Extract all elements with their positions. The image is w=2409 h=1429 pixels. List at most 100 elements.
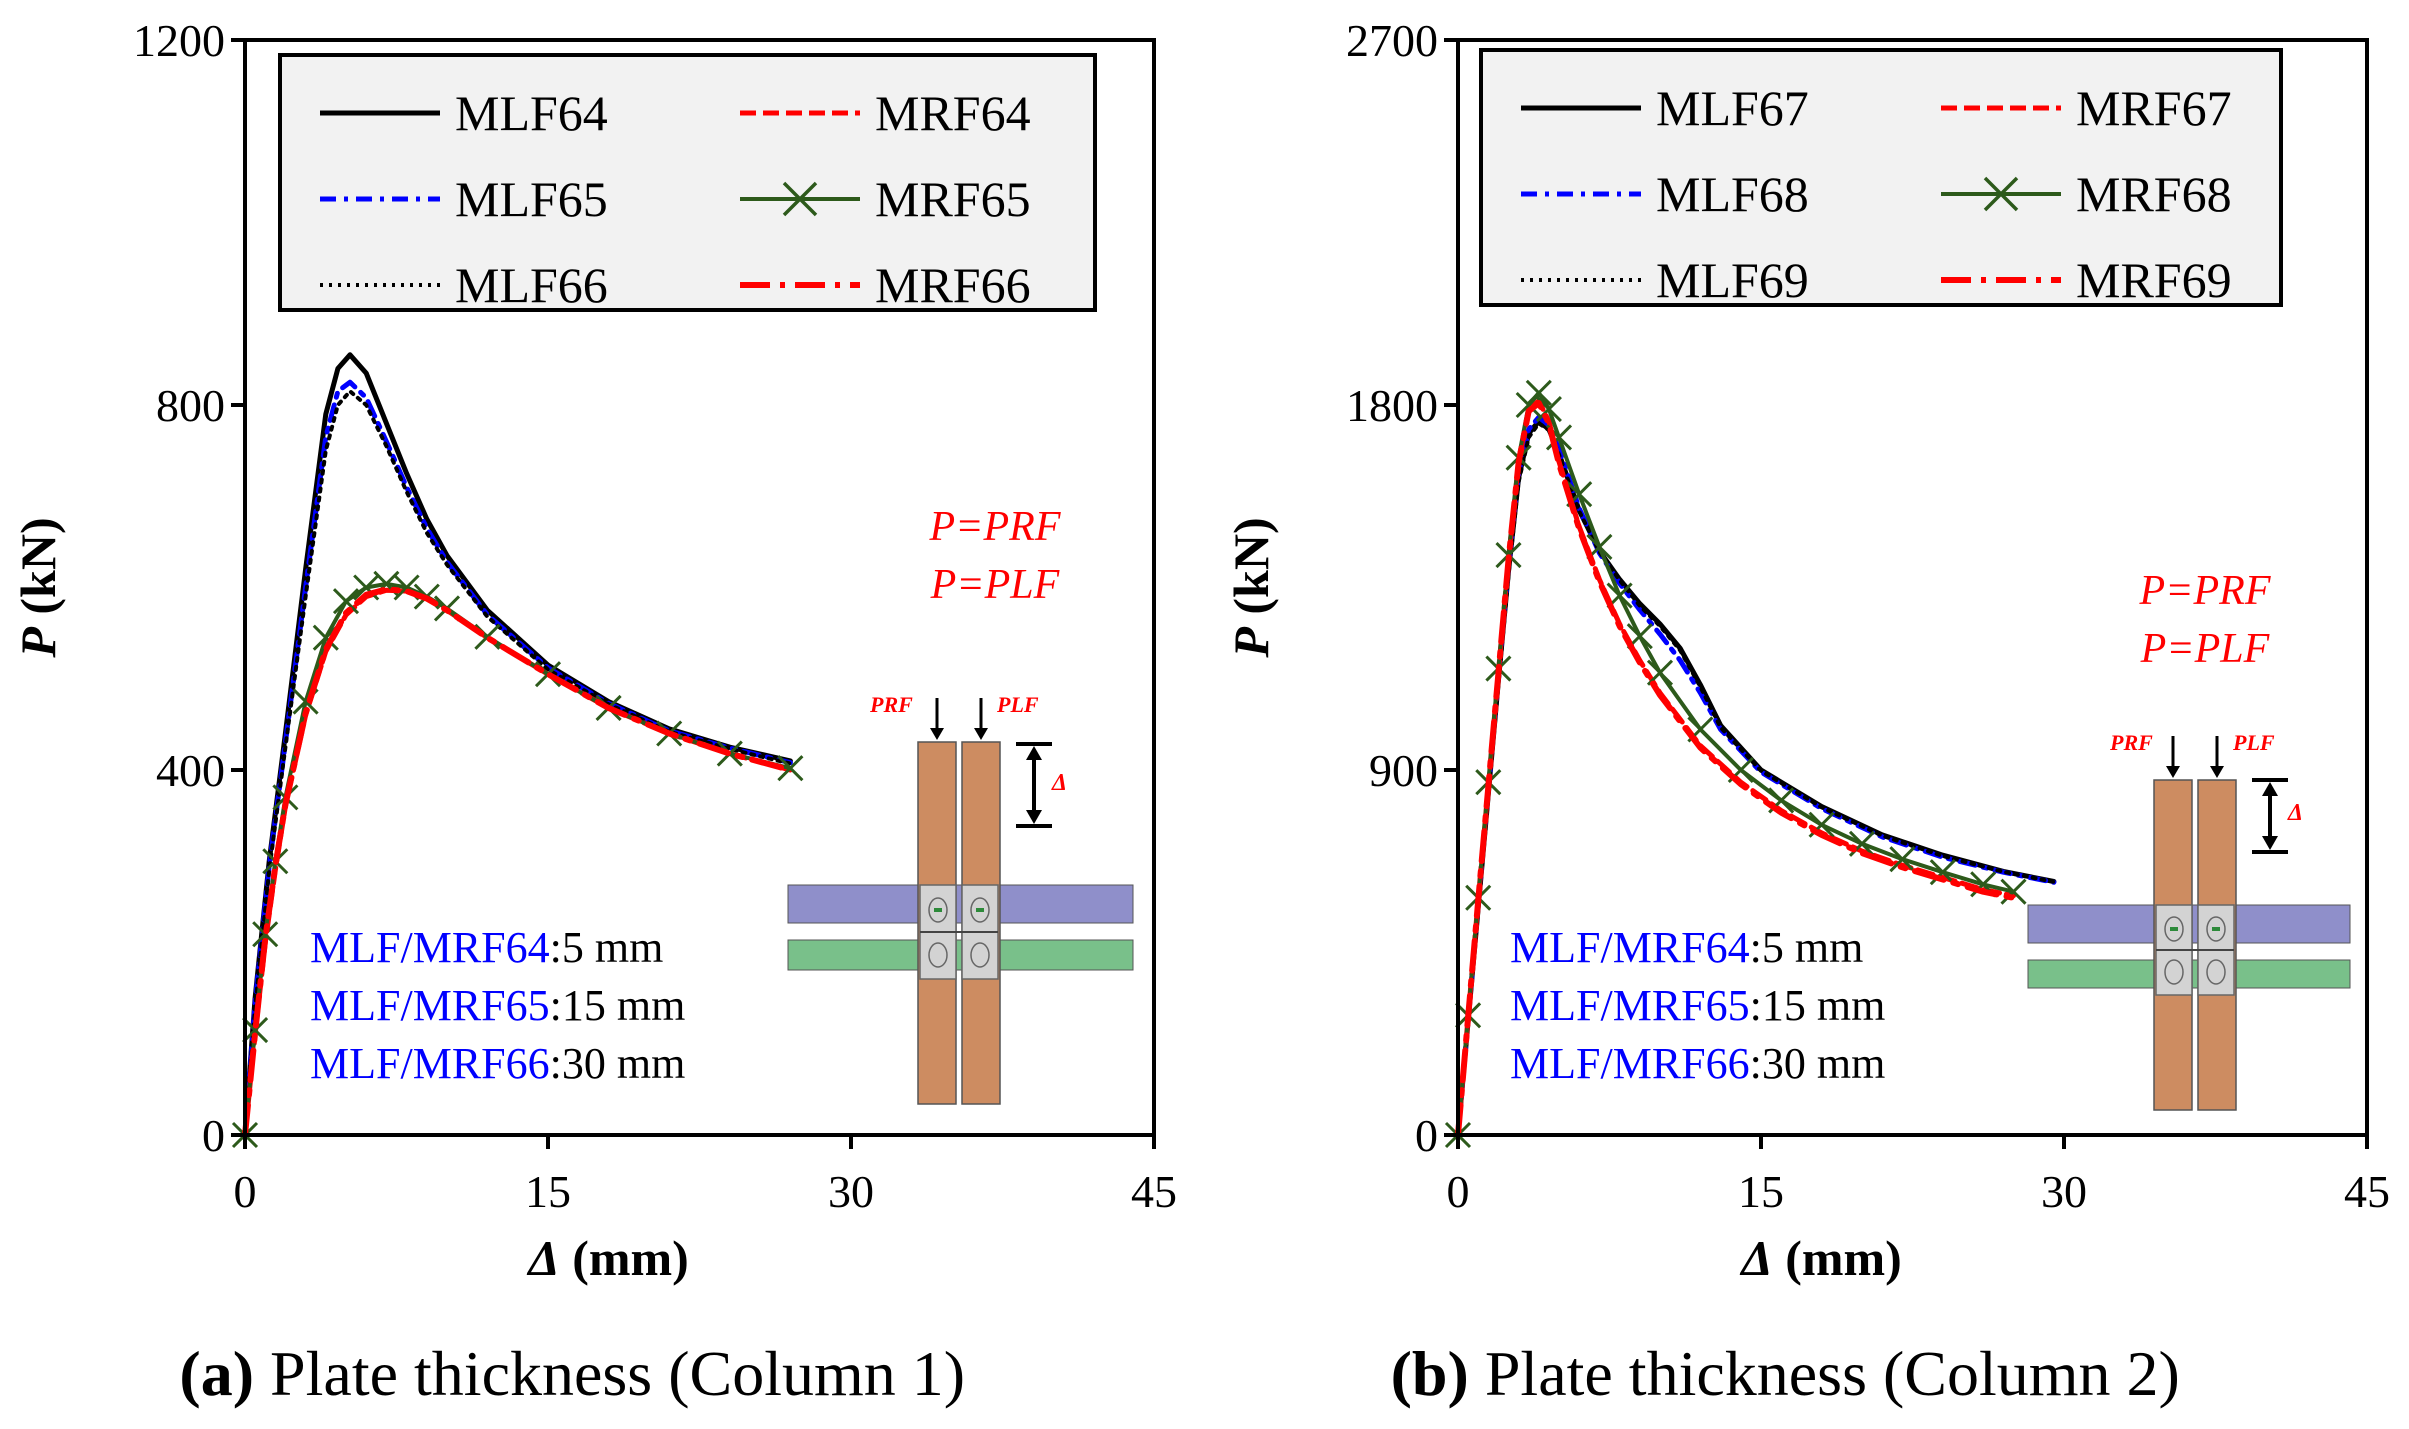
plot-frame-a bbox=[243, 38, 1156, 1137]
y-tick-label: 0 bbox=[1415, 1110, 1438, 1161]
plot-frame-b bbox=[1456, 38, 2369, 1137]
note-thickness: :30 mm bbox=[550, 1039, 686, 1088]
series-line-mrf69 bbox=[1455, 400, 2017, 1138]
series-marker-mrf68 bbox=[1889, 846, 1916, 873]
note-specimen: MLF/MRF64 bbox=[310, 923, 550, 972]
inset-delta-label-b: Δ bbox=[2287, 800, 2303, 826]
y-tick-label: 2700 bbox=[1346, 15, 1438, 66]
series-marker-mrf68 bbox=[1646, 659, 1674, 686]
thickness-note: MLF/MRF64:5 mm bbox=[1510, 923, 1863, 972]
x-tick-label: 30 bbox=[2041, 1166, 2087, 1217]
note-thickness: :5 mm bbox=[550, 923, 664, 972]
legend-label-mrf68: MRF68 bbox=[2076, 166, 2232, 222]
legend-label-mrf65: MRF65 bbox=[875, 171, 1031, 227]
x-axis-symbol: Δ bbox=[526, 1230, 559, 1286]
caption-letter: (a) bbox=[179, 1338, 254, 1409]
y-tick-label: 1200 bbox=[133, 15, 225, 66]
figure-caption: (a) Plate thickness (Column 1) bbox=[179, 1338, 965, 1409]
y-tick-label: 800 bbox=[156, 380, 225, 431]
legend-box bbox=[1479, 48, 2283, 307]
legend-label-mrf66: MRF66 bbox=[875, 257, 1031, 313]
legend-label-mrf69: MRF69 bbox=[2076, 252, 2232, 308]
note-specimen: MLF/MRF66 bbox=[1510, 1039, 1750, 1088]
legend-marker-mrf68 bbox=[1983, 176, 2019, 212]
legend-label-mlf67: MLF67 bbox=[1656, 80, 1809, 136]
x-tick-label: 15 bbox=[525, 1166, 571, 1217]
thickness-note: MLF/MRF65:15 mm bbox=[1510, 981, 1885, 1030]
thickness-note: MLF/MRF66:30 mm bbox=[310, 1039, 685, 1088]
series-marker-mrf65 bbox=[242, 1016, 269, 1044]
caption-text: Plate thickness (Column 1) bbox=[254, 1338, 965, 1409]
thickness-note: MLF/MRF65:15 mm bbox=[310, 981, 685, 1030]
legend-label-mlf66: MLF66 bbox=[455, 257, 608, 313]
x-axis-symbol: Δ bbox=[1739, 1230, 1772, 1286]
y-axis-label: P (kN) bbox=[1223, 517, 1279, 658]
axes-a: 0 15 30 45 0 400 800 1200 bbox=[133, 15, 1177, 1217]
inset-plf-label-b: PLF bbox=[2232, 730, 2275, 755]
series-marker-mrf65 bbox=[474, 623, 501, 650]
inset-plf-label-a: PLF bbox=[996, 692, 1039, 717]
series-marker-mrf68 bbox=[1525, 379, 1552, 406]
note-specimen: MLF/MRF64 bbox=[1510, 923, 1750, 972]
formula-line: P=PRF bbox=[929, 504, 1061, 550]
y-axis-symbol: P bbox=[10, 627, 66, 659]
legend-label-mlf69: MLF69 bbox=[1656, 252, 1809, 308]
inset-diagram-b: Δ PRF PLF bbox=[2027, 730, 2351, 1111]
x-tick-label: 15 bbox=[1738, 1166, 1784, 1217]
series-marker-mrf65 bbox=[777, 755, 804, 782]
axes-b: 0 15 30 45 0 900 1800 2700 bbox=[1346, 15, 2390, 1217]
note-specimen: MLF/MRF66 bbox=[310, 1039, 550, 1088]
note-thickness: :15 mm bbox=[550, 981, 686, 1030]
figure-caption: (b) Plate thickness (Column 2) bbox=[1391, 1338, 2180, 1409]
legend-marker-mrf65 bbox=[782, 181, 818, 217]
note-thickness: :30 mm bbox=[1750, 1039, 1886, 1088]
y-axis-unit: (kN) bbox=[10, 517, 66, 627]
formula-annotation-b: P=PRF P=PLF bbox=[2139, 568, 2271, 672]
note-specimen: MLF/MRF65 bbox=[1510, 981, 1750, 1030]
caption-text: Plate thickness (Column 2) bbox=[1469, 1338, 2180, 1409]
formula-line: P=PLF bbox=[930, 562, 1060, 608]
note-specimen: MLF/MRF65 bbox=[310, 981, 550, 1030]
legend-b: MLF67 MLF68 MLF69 MRF67 MRF68 MRF69 bbox=[1479, 48, 2283, 308]
legend-label-mlf65: MLF65 bbox=[455, 171, 608, 227]
legend-label-mrf67: MRF67 bbox=[2076, 80, 2232, 136]
y-tick-label: 0 bbox=[202, 1110, 225, 1161]
x-axis-unit: (mm) bbox=[1773, 1230, 1902, 1286]
x-tick-label: 30 bbox=[828, 1166, 874, 1217]
legend-label-mlf68: MLF68 bbox=[1656, 166, 1809, 222]
x-axis-label: Δ (mm) bbox=[526, 1230, 688, 1286]
inset-delta-label-a: Δ bbox=[1051, 770, 1067, 796]
inset-diagram-a: Δ PRF PLF bbox=[787, 692, 1134, 1105]
series-layer-a bbox=[231, 352, 804, 1149]
legend-label-mlf64: MLF64 bbox=[455, 85, 608, 141]
inset-prf-label-b: PRF bbox=[2109, 730, 2153, 755]
note-thickness: :5 mm bbox=[1750, 923, 1864, 972]
series-line-mlf66 bbox=[243, 389, 793, 1137]
x-tick-label: 0 bbox=[234, 1166, 257, 1217]
x-tick-label: 0 bbox=[1447, 1166, 1470, 1217]
note-thickness: :15 mm bbox=[1750, 981, 1886, 1030]
x-tick-label: 45 bbox=[2344, 1166, 2390, 1217]
legend-box bbox=[278, 53, 1097, 312]
series-marker-mrf65 bbox=[252, 921, 279, 948]
y-tick-label: 400 bbox=[156, 745, 225, 796]
axis-labels-b: Δ (mm) P (kN) (b) Plate thickness (Column … bbox=[1223, 517, 2180, 1409]
series-line-mrf66 bbox=[242, 586, 794, 1138]
y-axis-label: P (kN) bbox=[10, 517, 66, 658]
axis-labels-a: Δ (mm) P (kN) (a) Plate thickness (Column … bbox=[10, 517, 965, 1409]
series-marker-mrf65 bbox=[332, 588, 360, 615]
thickness-note: MLF/MRF64:5 mm bbox=[310, 923, 663, 972]
y-axis-symbol: P bbox=[1223, 627, 1279, 659]
formula-line: P=PRF bbox=[2139, 568, 2271, 614]
x-tick-label: 45 bbox=[1131, 1166, 1177, 1217]
x-axis-label: Δ (mm) bbox=[1739, 1230, 1901, 1286]
series-layer-b bbox=[1444, 379, 2057, 1149]
formula-annotation-a: P=PRF P=PLF bbox=[929, 504, 1061, 608]
series-marker-mrf68 bbox=[2000, 878, 2027, 905]
legend-label-mrf64: MRF64 bbox=[875, 85, 1031, 141]
inset-prf-label-a: PRF bbox=[869, 692, 913, 717]
